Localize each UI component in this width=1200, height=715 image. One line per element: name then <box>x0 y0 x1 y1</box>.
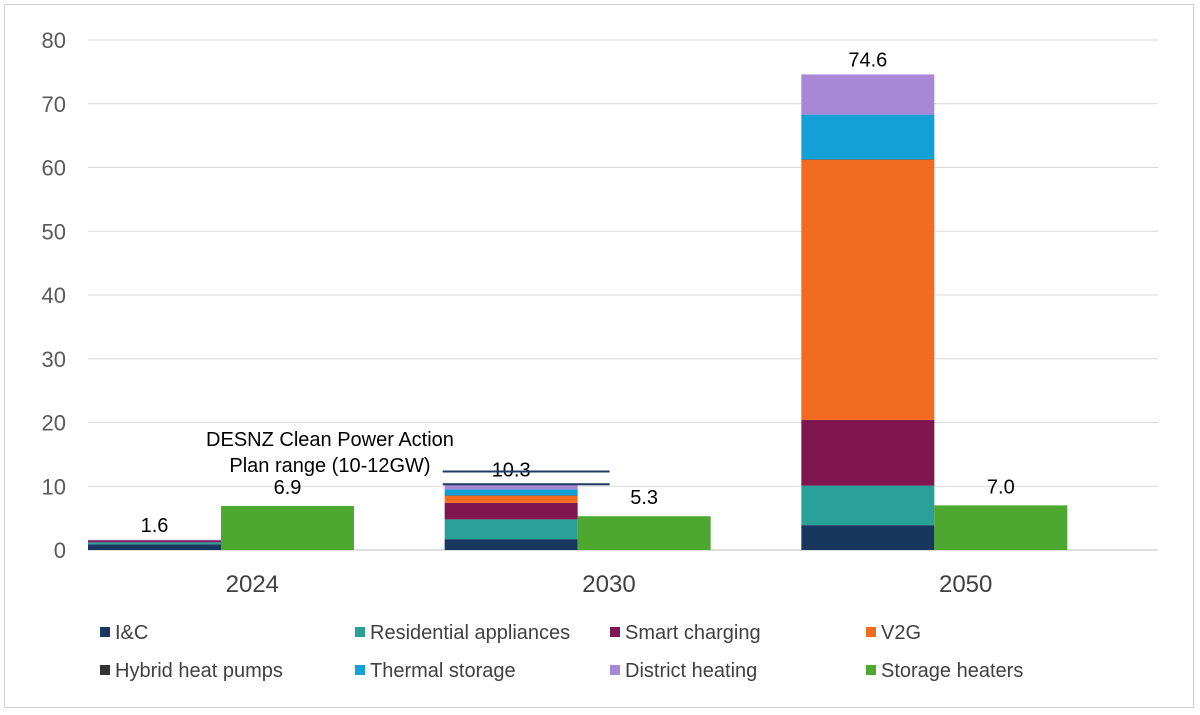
storage-heaters-label: 7.0 <box>987 476 1015 498</box>
x-axis: 2024 2030 2050 <box>226 571 993 598</box>
annotation-line-2: Plan range (10-12GW) <box>229 455 430 477</box>
legend-label-v2g: V2G <box>881 622 921 644</box>
legend-label-hybrid-heat-pumps: Hybrid heat pumps <box>115 660 283 682</box>
total-label: 1.6 <box>141 515 169 537</box>
y-tick-label: 10 <box>42 474 66 499</box>
y-tick-label: 80 <box>42 28 66 53</box>
y-axis: 0 10 20 30 40 50 60 70 80 <box>42 28 66 563</box>
y-tick-label: 30 <box>42 347 66 372</box>
bar-segment-thermal-storage <box>444 489 578 496</box>
y-tick-label: 20 <box>42 411 66 436</box>
storage-heaters-label: 5.3 <box>630 487 658 509</box>
legend-label-storage-heaters: Storage heaters <box>881 660 1023 682</box>
y-tick-label: 70 <box>42 92 66 117</box>
total-label: 74.6 <box>848 49 887 71</box>
bar-segment-thermal-storage <box>801 114 935 160</box>
legend-label-district-heating: District heating <box>625 660 757 682</box>
legend-label-residential-appliances: Residential appliances <box>370 622 570 644</box>
bar-storage-heaters <box>934 505 1068 550</box>
legend-swatch-thermal-storage <box>355 665 365 675</box>
y-tick-label: 0 <box>54 538 66 563</box>
x-category-label: 2024 <box>226 571 279 598</box>
legend-swatch-residential-appliances <box>355 627 365 637</box>
legend-label-smart-charging: Smart charging <box>625 622 761 644</box>
bars <box>88 74 1068 550</box>
bar-segment-iandc <box>88 544 221 550</box>
y-tick-label: 40 <box>42 283 66 308</box>
legend-label-thermal-storage: Thermal storage <box>370 660 516 682</box>
data-labels: 1.6 6.9 10.3 5.3 74.6 7.0 <box>141 49 1015 536</box>
bar-segment-residential-appliances <box>801 485 935 526</box>
bar-segment-v2g <box>801 159 935 420</box>
bar-segment-district-heating <box>444 484 578 490</box>
bar-segment-smart-charging <box>444 502 578 520</box>
bar-segment-hybrid-heat-pumps <box>444 495 578 496</box>
bar-segment-residential-appliances <box>444 519 578 540</box>
legend-swatch-hybrid-heat-pumps <box>100 665 110 675</box>
bar-segment-hybrid-heat-pumps <box>801 159 935 160</box>
bar-storage-heaters <box>577 516 711 550</box>
storage-heaters-label: 6.9 <box>274 477 302 499</box>
legend-swatch-storage-heaters <box>866 665 876 675</box>
bar-segment-smart-charging <box>801 419 935 486</box>
bar-segment-v2g <box>444 495 578 503</box>
chart-frame <box>4 4 1194 708</box>
bar-segment-iandc <box>444 539 578 550</box>
y-tick-label: 60 <box>42 156 66 181</box>
legend-swatch-district-heating <box>610 665 620 675</box>
bar-segment-smart-charging <box>88 540 221 543</box>
annotation-line-1: DESNZ Clean Power Action <box>206 429 454 451</box>
legend-swatch-smart-charging <box>610 627 620 637</box>
bar-segment-residential-appliances <box>88 542 221 545</box>
legend: I&C Residential appliances Smart charging V… <box>100 622 1023 682</box>
bar-storage-heaters <box>221 506 354 550</box>
legend-label-iandc: I&C <box>115 622 148 644</box>
bar-segment-iandc <box>801 525 935 550</box>
x-category-label: 2030 <box>582 571 635 598</box>
x-category-label: 2050 <box>939 571 992 598</box>
total-label: 10.3 <box>492 459 531 481</box>
bar-segment-district-heating <box>88 539 221 541</box>
annotation: DESNZ Clean Power Action Plan range (10-1… <box>206 429 610 486</box>
y-tick-label: 50 <box>42 219 66 244</box>
bar-segment-district-heating <box>801 74 935 115</box>
legend-swatch-v2g <box>866 627 876 637</box>
legend-swatch-iandc <box>100 627 110 637</box>
